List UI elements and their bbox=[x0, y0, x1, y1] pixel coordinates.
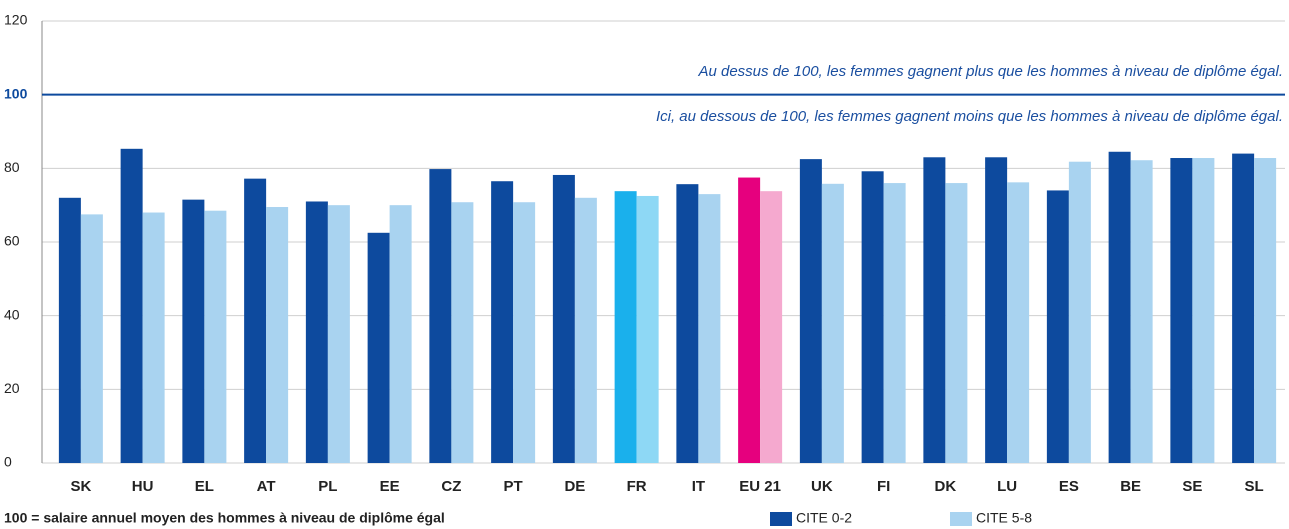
x-tick-label: PL bbox=[318, 478, 337, 495]
bar bbox=[182, 199, 205, 463]
y-tick-label: 0 bbox=[4, 454, 12, 470]
bar bbox=[1130, 160, 1153, 464]
x-tick-label: DK bbox=[935, 478, 957, 495]
bar bbox=[367, 232, 390, 463]
bar bbox=[923, 157, 946, 464]
legend-swatch bbox=[950, 512, 972, 526]
y-tick-label: 120 bbox=[4, 12, 28, 28]
bar bbox=[552, 174, 575, 464]
bar bbox=[244, 178, 267, 463]
bar bbox=[1108, 151, 1131, 463]
legend-label: CITE 5-8 bbox=[976, 510, 1032, 526]
bar bbox=[760, 191, 783, 464]
bar bbox=[799, 159, 822, 463]
bar bbox=[429, 169, 452, 463]
bar bbox=[491, 181, 514, 463]
legend-label: CITE 0-2 bbox=[796, 510, 852, 526]
annotation: Ici, au dessous de 100, les femmes gagne… bbox=[656, 108, 1283, 125]
x-tick-label: LU bbox=[997, 478, 1017, 495]
bar bbox=[1192, 158, 1215, 463]
x-tick-label: SK bbox=[70, 478, 91, 495]
bar bbox=[389, 205, 412, 463]
bar bbox=[738, 177, 761, 463]
bar bbox=[574, 197, 597, 464]
legend-swatch bbox=[770, 512, 792, 526]
x-tick-label: CZ bbox=[441, 478, 461, 495]
x-tick-label: PT bbox=[504, 478, 523, 495]
bar bbox=[80, 214, 103, 463]
y-tick-label: 40 bbox=[4, 306, 20, 322]
y-tick-label: 100 bbox=[4, 85, 28, 101]
x-tick-label: UK bbox=[811, 478, 833, 495]
bar bbox=[676, 184, 699, 463]
bar bbox=[614, 191, 637, 464]
bar bbox=[305, 201, 328, 463]
x-tick-label: SE bbox=[1182, 478, 1202, 495]
bar bbox=[58, 197, 81, 464]
bar bbox=[1254, 158, 1277, 463]
bar bbox=[698, 194, 721, 463]
bar bbox=[204, 210, 227, 463]
x-tick-label: BE bbox=[1120, 478, 1141, 495]
bar bbox=[142, 212, 165, 463]
annotation: Au dessus de 100, les femmes gagnent plu… bbox=[697, 63, 1283, 80]
bar bbox=[636, 195, 659, 464]
bar bbox=[945, 183, 968, 464]
bar bbox=[266, 207, 289, 463]
bar bbox=[1170, 158, 1193, 463]
y-tick-label: 20 bbox=[4, 380, 20, 396]
x-tick-label: ES bbox=[1059, 478, 1079, 495]
y-tick-label: 80 bbox=[4, 159, 20, 175]
x-tick-label: AT bbox=[257, 478, 276, 495]
bar bbox=[1046, 190, 1069, 463]
bar bbox=[985, 157, 1008, 464]
x-tick-label: HU bbox=[132, 478, 154, 495]
bar bbox=[883, 183, 906, 464]
x-tick-label: FI bbox=[877, 478, 890, 495]
bar bbox=[1007, 182, 1030, 463]
bar bbox=[1232, 153, 1255, 463]
bar bbox=[451, 202, 474, 463]
bar bbox=[821, 183, 844, 463]
bar bbox=[1068, 161, 1091, 463]
x-tick-label: FR bbox=[627, 478, 647, 495]
x-tick-label: EE bbox=[380, 478, 400, 495]
x-tick-label: EU 21 bbox=[739, 478, 781, 495]
bar bbox=[327, 205, 350, 463]
x-tick-label: SL bbox=[1245, 478, 1264, 495]
y-tick-label: 60 bbox=[4, 233, 20, 249]
bar bbox=[861, 171, 884, 463]
bar bbox=[120, 148, 143, 464]
footnote: 100 = salaire annuel moyen des hommes à … bbox=[4, 510, 445, 526]
x-tick-label: IT bbox=[692, 478, 705, 495]
x-tick-label: DE bbox=[564, 478, 585, 495]
x-tick-label: EL bbox=[195, 478, 214, 495]
bar bbox=[513, 202, 536, 463]
